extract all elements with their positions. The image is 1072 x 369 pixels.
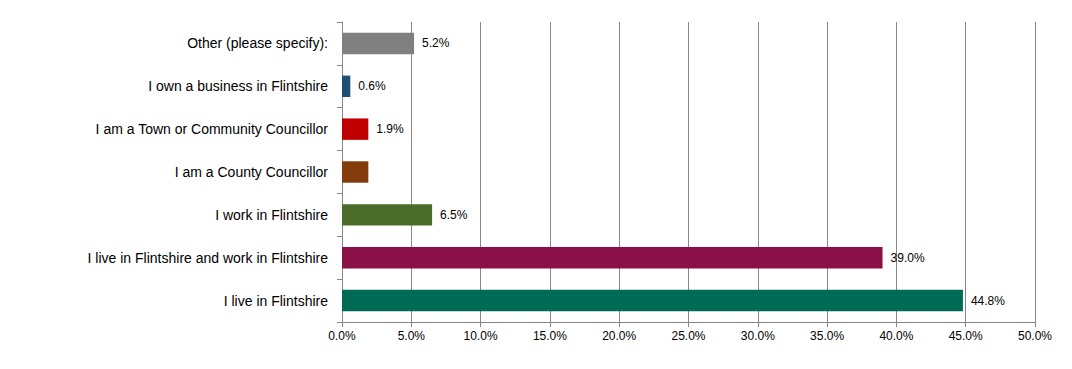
svg-text:40.0%: 40.0% <box>879 329 913 343</box>
svg-text:6.5%: 6.5% <box>440 208 468 222</box>
svg-text:I am a County Councillor: I am a County Councillor <box>175 164 329 180</box>
svg-text:39.0%: 39.0% <box>891 251 925 265</box>
svg-text:35.0%: 35.0% <box>810 329 844 343</box>
svg-text:25.0%: 25.0% <box>671 329 705 343</box>
svg-text:10.0%: 10.0% <box>464 329 498 343</box>
svg-text:I live in Flintshire and work: I live in Flintshire and work in Flintsh… <box>88 250 329 266</box>
svg-text:15.0%: 15.0% <box>533 329 567 343</box>
svg-text:50.0%: 50.0% <box>1018 329 1052 343</box>
svg-text:I own a business in Flintshire: I own a business in Flintshire <box>148 78 328 94</box>
svg-text:5.0%: 5.0% <box>398 329 426 343</box>
svg-text:44.8%: 44.8% <box>971 294 1005 308</box>
svg-text:5.2%: 5.2% <box>422 36 450 50</box>
svg-text:I am a Town or Community Counc: I am a Town or Community Councillor <box>96 121 329 137</box>
svg-text:I work in Flintshire: I work in Flintshire <box>215 207 328 223</box>
svg-text:1.9%: 1.9% <box>376 122 404 136</box>
svg-text:20.0%: 20.0% <box>602 329 636 343</box>
svg-text:30.0%: 30.0% <box>741 329 775 343</box>
svg-text:0.6%: 0.6% <box>358 79 386 93</box>
svg-text:45.0%: 45.0% <box>949 329 983 343</box>
svg-text:I live in Flintshire: I live in Flintshire <box>224 293 328 309</box>
svg-text:0.0%: 0.0% <box>328 329 356 343</box>
svg-text:Other (please specify):: Other (please specify): <box>187 35 328 51</box>
